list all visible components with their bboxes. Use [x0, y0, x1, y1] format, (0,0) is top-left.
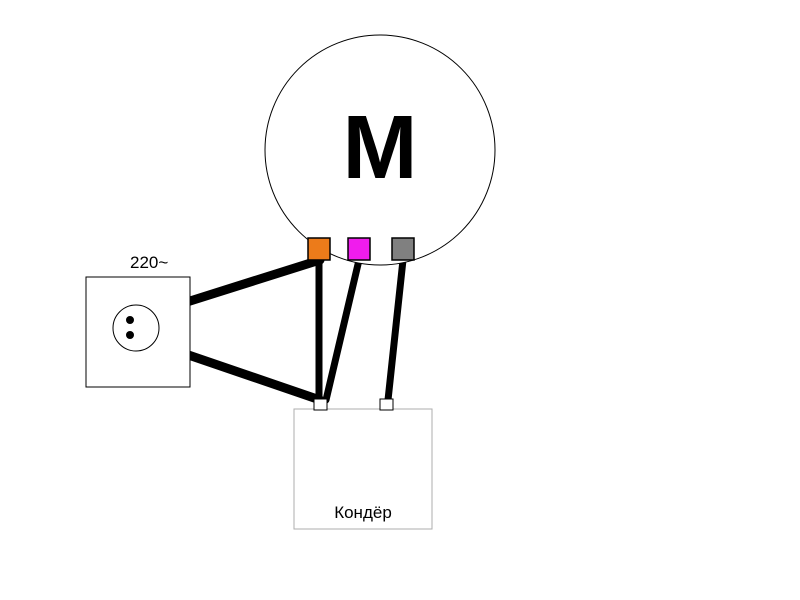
wiring-diagram: 220~ M Кондёр [0, 0, 800, 600]
terminal-orange [308, 238, 330, 260]
capacitor-port-right [380, 399, 393, 410]
motor-label: M [343, 98, 418, 198]
outlet-label: 220~ [130, 253, 168, 272]
capacitor-label: Кондёр [334, 503, 392, 522]
terminal-magenta [348, 238, 370, 260]
outlet-socket [113, 305, 159, 351]
terminal-gray [392, 238, 414, 260]
outlet-pin-top [126, 316, 134, 324]
outlet-pin-bottom [126, 331, 134, 339]
capacitor-port-left [314, 399, 327, 410]
